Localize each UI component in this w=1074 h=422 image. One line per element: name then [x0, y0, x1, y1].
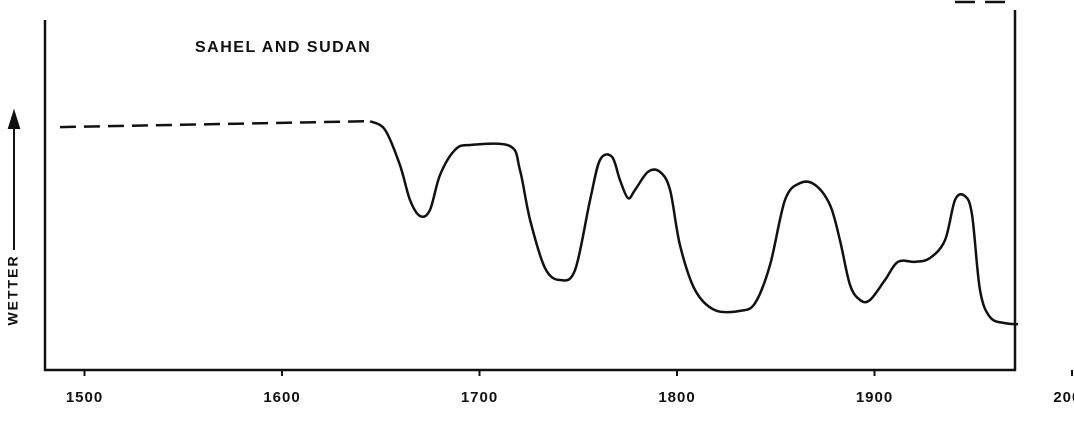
x-tick-label: 1500 [66, 389, 103, 406]
data-line [369, 120, 1019, 326]
y-axis-label: WETTER [5, 254, 21, 325]
frame [43, 0, 1017, 372]
arrow-head [7, 108, 21, 129]
x-tick-label: 1900 [856, 389, 893, 406]
x-tick-label: 1800 [658, 389, 695, 406]
x-tick-label: 1700 [461, 389, 498, 406]
chart-title: SAHEL AND SUDAN [195, 39, 371, 56]
x-tick-label: 2000 [1053, 389, 1074, 406]
data-line [59, 119, 371, 129]
y-arrow [7, 108, 21, 250]
x-tick-label: 1600 [263, 389, 300, 406]
